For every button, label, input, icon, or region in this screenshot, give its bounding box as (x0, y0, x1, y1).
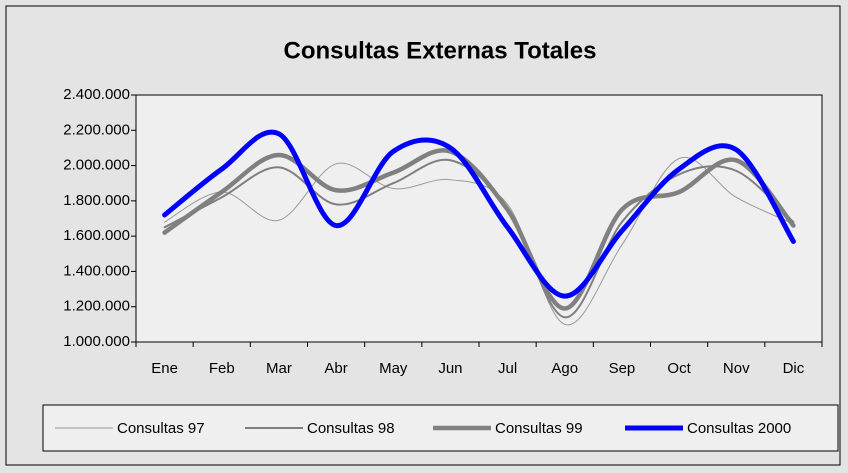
y-tick-label: 1.800.000 (63, 192, 130, 209)
x-tick-label: Abr (324, 360, 347, 377)
legend-label: Consultas 99 (495, 420, 583, 437)
plot-area (135, 94, 823, 343)
x-tick-label: Mar (266, 360, 292, 377)
y-tick-label: 1.200.000 (63, 298, 130, 315)
y-tick-label: 2.400.000 (63, 86, 130, 103)
x-tick-label: May (379, 360, 408, 377)
series-line (162, 129, 796, 299)
x-tick-label: Ene (151, 360, 178, 377)
y-tick-label: 1.400.000 (63, 262, 130, 279)
x-tick-label: Ago (551, 360, 578, 377)
legend-label: Consultas 2000 (687, 420, 791, 437)
y-tick-label: 2.200.000 (63, 121, 130, 138)
legend-label: Consultas 98 (307, 420, 395, 437)
series-line (162, 148, 796, 311)
x-tick-label: Feb (209, 360, 235, 377)
y-tick-label: 1.000.000 (63, 333, 130, 350)
x-tick-label: Oct (667, 360, 691, 377)
x-tick-label: Dic (783, 360, 805, 377)
legend-label: Consultas 97 (117, 420, 205, 437)
y-tick-label: 2.000.000 (63, 157, 130, 174)
y-tick-label: 1.600.000 (63, 227, 130, 244)
x-tick-label: Sep (609, 360, 636, 377)
x-tick-label: Jul (498, 360, 517, 377)
x-tick-label: Nov (723, 360, 750, 377)
x-tick-label: Jun (438, 360, 462, 377)
chart-title: Consultas Externas Totales (284, 37, 597, 64)
chart-border (5, 5, 841, 466)
